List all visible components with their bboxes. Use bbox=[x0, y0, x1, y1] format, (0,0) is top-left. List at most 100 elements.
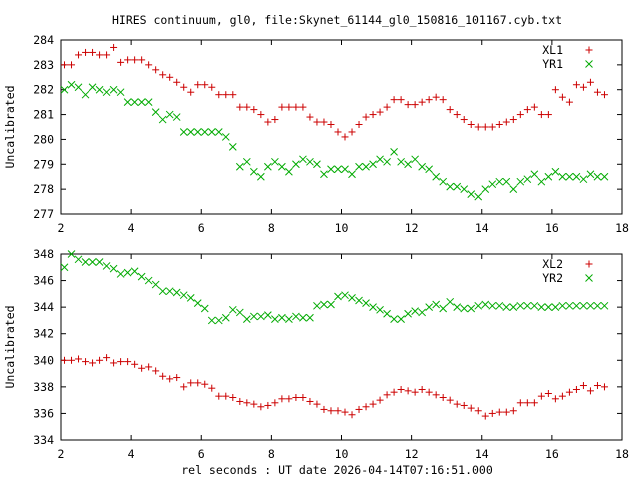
data-point bbox=[145, 363, 153, 371]
legend-label: XL1 bbox=[542, 43, 563, 57]
data-point bbox=[278, 395, 286, 403]
data-point bbox=[341, 291, 349, 300]
data-point bbox=[376, 155, 384, 164]
data-point bbox=[432, 300, 441, 309]
y-tick-label: 281 bbox=[33, 108, 54, 122]
data-point bbox=[313, 118, 321, 126]
data-point bbox=[264, 311, 272, 319]
data-point bbox=[271, 116, 279, 124]
y-tick-label: 334 bbox=[33, 433, 54, 447]
data-point bbox=[488, 123, 496, 131]
data-point bbox=[481, 123, 489, 131]
data-point bbox=[544, 172, 553, 181]
x-tick-label: 8 bbox=[268, 447, 275, 461]
data-point bbox=[123, 98, 132, 106]
data-point bbox=[474, 407, 482, 415]
data-point bbox=[257, 172, 265, 181]
data-point bbox=[565, 301, 574, 310]
data-point bbox=[446, 396, 454, 404]
data-point bbox=[411, 388, 419, 396]
data-point bbox=[103, 51, 111, 59]
data-point bbox=[530, 399, 538, 407]
data-point bbox=[102, 88, 111, 97]
data-point bbox=[221, 313, 230, 322]
data-point bbox=[502, 303, 511, 311]
data-point bbox=[138, 364, 146, 372]
data-point bbox=[516, 111, 524, 119]
y-axis-label: Uncalibrated bbox=[3, 305, 17, 388]
data-point bbox=[144, 276, 153, 285]
data-point bbox=[137, 272, 146, 281]
data-point bbox=[495, 301, 504, 310]
data-point bbox=[481, 300, 490, 309]
data-point bbox=[551, 167, 560, 176]
data-point bbox=[74, 83, 83, 92]
data-point bbox=[586, 301, 595, 310]
data-point bbox=[418, 162, 426, 171]
data-point bbox=[257, 312, 265, 321]
data-point bbox=[341, 408, 349, 416]
data-point bbox=[215, 392, 223, 400]
data-point bbox=[551, 395, 559, 403]
data-point bbox=[250, 400, 258, 408]
y-tick-label: 284 bbox=[33, 33, 54, 47]
data-point bbox=[116, 270, 125, 278]
data-point bbox=[285, 395, 293, 403]
data-point bbox=[523, 175, 532, 184]
plot-frame bbox=[60, 253, 623, 441]
data-point bbox=[320, 405, 328, 413]
series-XL1 bbox=[61, 43, 608, 141]
data-point bbox=[453, 182, 462, 191]
data-point bbox=[565, 172, 574, 181]
data-point bbox=[369, 400, 377, 408]
data-point bbox=[137, 98, 146, 106]
data-point bbox=[481, 185, 490, 193]
data-point bbox=[124, 56, 132, 64]
data-point bbox=[390, 148, 398, 156]
data-point bbox=[306, 397, 314, 405]
data-point bbox=[390, 315, 398, 323]
data-point bbox=[228, 305, 237, 314]
x-tick-label: 4 bbox=[128, 221, 135, 235]
data-point bbox=[130, 98, 139, 106]
data-point bbox=[586, 387, 594, 395]
data-point bbox=[579, 382, 587, 390]
data-point bbox=[439, 304, 448, 313]
data-point bbox=[516, 399, 524, 407]
y-tick-label: 342 bbox=[33, 327, 54, 341]
data-point bbox=[348, 293, 356, 302]
series-YR2 bbox=[60, 250, 609, 325]
data-point bbox=[390, 388, 398, 396]
data-point bbox=[572, 301, 581, 310]
y-tick-label: 340 bbox=[33, 353, 54, 367]
data-point bbox=[194, 379, 202, 387]
data-point bbox=[355, 405, 363, 413]
data-point bbox=[207, 316, 216, 325]
data-point bbox=[313, 160, 321, 169]
data-point bbox=[299, 103, 307, 111]
data-point bbox=[88, 83, 97, 92]
data-point bbox=[103, 354, 111, 362]
data-point bbox=[292, 103, 300, 111]
data-point bbox=[537, 111, 545, 119]
y-axis-label: Uncalibrated bbox=[3, 85, 17, 168]
x-tick-label: 14 bbox=[475, 447, 489, 461]
data-point bbox=[221, 133, 230, 141]
data-point bbox=[96, 356, 104, 364]
data-point bbox=[334, 128, 342, 136]
data-point bbox=[586, 78, 594, 86]
data-point bbox=[418, 386, 426, 394]
data-point bbox=[404, 160, 412, 169]
data-point bbox=[130, 267, 139, 276]
data-point bbox=[348, 411, 356, 419]
data-point bbox=[474, 301, 483, 310]
data-point bbox=[166, 375, 174, 383]
data-point bbox=[278, 162, 286, 171]
data-point bbox=[600, 383, 608, 391]
data-point bbox=[418, 98, 426, 106]
data-point bbox=[95, 85, 104, 94]
data-point bbox=[600, 301, 609, 310]
data-point bbox=[173, 78, 181, 86]
data-point bbox=[110, 43, 118, 51]
data-point bbox=[418, 308, 426, 317]
